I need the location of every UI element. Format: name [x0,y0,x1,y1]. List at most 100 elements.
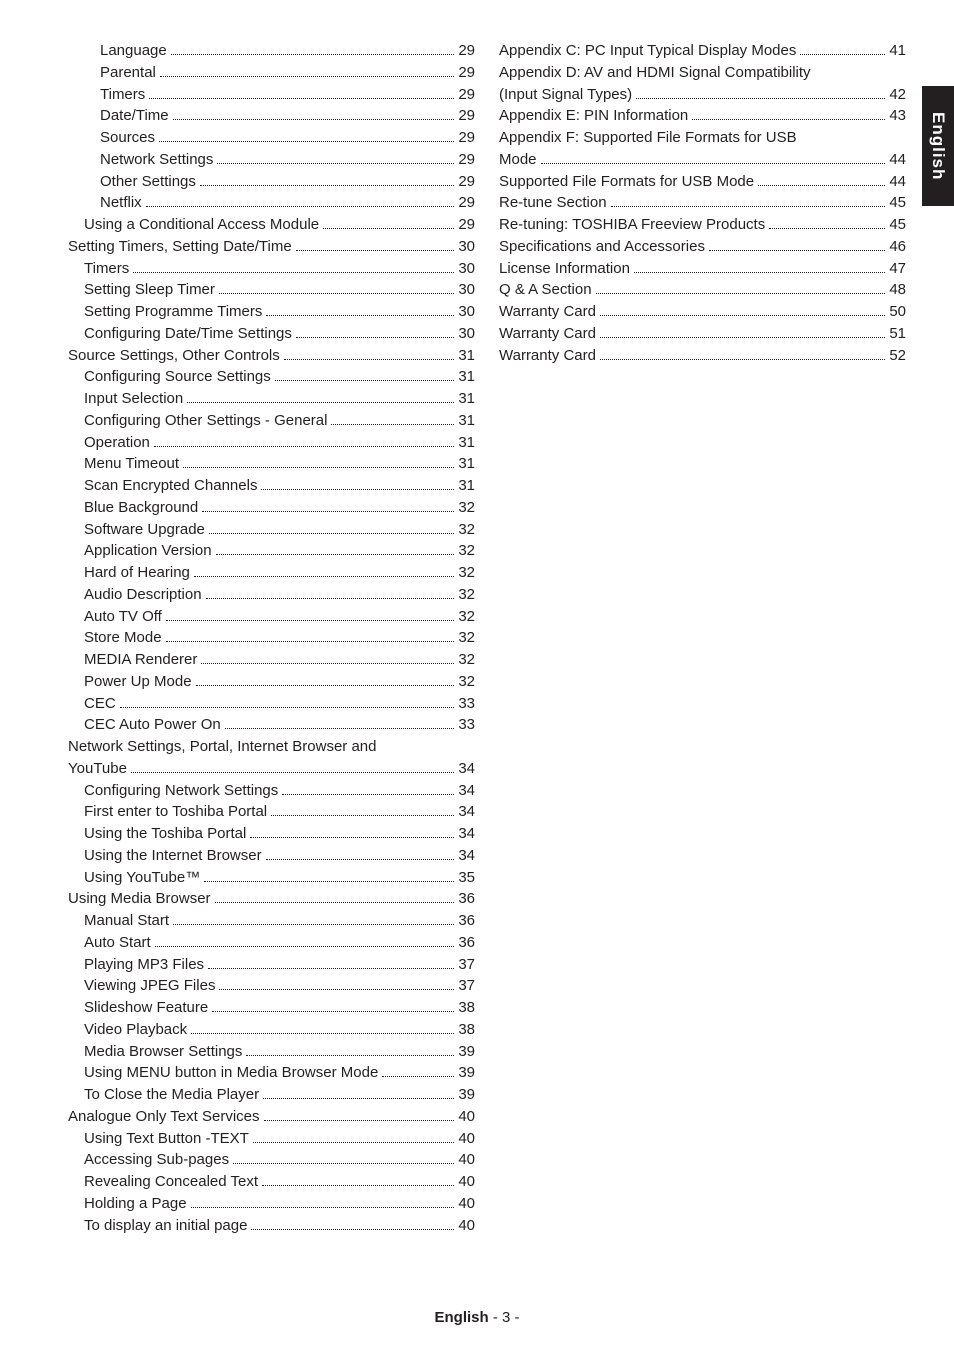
toc-leader-dots [600,315,885,316]
toc-entry: Q & A Section48 [499,279,906,301]
toc-label: To Close the Media Player [84,1084,259,1106]
toc-page-number: 41 [889,40,906,62]
toc-leader-dots [266,315,454,316]
toc-leader-dots [692,119,885,120]
toc-page-number: 36 [458,888,475,910]
toc-entry: Configuring Source Settings31 [68,366,475,388]
toc-entry: Scan Encrypted Channels 31 [68,475,475,497]
toc-left-column: Language29Parental29Timers29Date/Time29S… [68,40,475,1236]
toc-leader-dots [149,98,454,99]
toc-page-number: 29 [458,105,475,127]
toc-label: Accessing Sub-pages [84,1149,229,1171]
toc-label: Media Browser Settings [84,1041,242,1063]
toc-entry: Revealing Concealed Text40 [68,1171,475,1193]
toc-label: CEC Auto Power On [84,714,221,736]
toc-entry: Menu Timeout31 [68,453,475,475]
toc-entry: Using a Conditional Access Module29 [68,214,475,236]
toc-entry: Configuring Date/Time Settings 30 [68,323,475,345]
toc-leader-dots [202,511,454,512]
toc-label: Analogue Only Text Services [68,1106,260,1128]
toc-page-number: 30 [458,258,475,280]
toc-entry: Viewing JPEG Files37 [68,975,475,997]
toc-entry: Warranty Card50 [499,301,906,323]
toc-label: Network Settings, Portal, Internet Brows… [68,736,376,758]
toc-label: Video Playback [84,1019,187,1041]
toc-entry: Application Version32 [68,540,475,562]
toc-entry: Holding a Page40 [68,1193,475,1215]
toc-leader-dots [611,206,886,207]
toc-label: Slideshow Feature [84,997,208,1019]
toc-page-number: 44 [889,149,906,171]
toc-label: Supported File Formats for USB Mode [499,171,754,193]
toc-entry: License Information47 [499,258,906,280]
toc-entry: Timers29 [68,84,475,106]
toc-entry: Setting Sleep Timer30 [68,279,475,301]
toc-entry: Date/Time29 [68,105,475,127]
toc-label: Appendix F: Supported File Formats for U… [499,127,797,149]
toc-page-number: 40 [458,1128,475,1150]
toc-leader-dots [155,946,455,947]
toc-leader-dots [160,76,454,77]
toc-label: Power Up Mode [84,671,192,693]
toc-entry: Source Settings, Other Controls31 [68,345,475,367]
toc-label: Viewing JPEG Files [84,975,215,997]
toc-label: Holding a Page [84,1193,187,1215]
toc-page-number: 29 [458,192,475,214]
toc-page-number: 34 [458,780,475,802]
toc-entry: Video Playback38 [68,1019,475,1041]
toc-leader-dots [146,206,455,207]
toc-page-number: 35 [458,867,475,889]
toc-leader-dots [250,837,454,838]
toc-page-number: 34 [458,845,475,867]
toc-label: Source Settings, Other Controls [68,345,280,367]
toc-label: Auto Start [84,932,151,954]
toc-entry: Parental29 [68,62,475,84]
toc-entry: Netflix29 [68,192,475,214]
toc-label: MEDIA Renderer [84,649,197,671]
toc-entry: Using Media Browser36 [68,888,475,910]
toc-leader-dots [159,141,454,142]
toc-label: To display an initial page [84,1215,247,1237]
toc-entry: Supported File Formats for USB Mode44 [499,171,906,193]
toc-page-number: 45 [889,214,906,236]
toc-page-number: 34 [458,823,475,845]
toc-leader-dots [261,489,454,490]
toc-entry: Sources29 [68,127,475,149]
toc-entry: Re-tune Section45 [499,192,906,214]
toc-page-number: 52 [889,345,906,367]
toc-page-number: 40 [458,1149,475,1171]
toc-page-number: 32 [458,627,475,649]
toc-leader-dots [191,1033,454,1034]
toc-page-number: 39 [458,1062,475,1084]
toc-leader-dots [246,1055,454,1056]
toc-entry: Network Settings29 [68,149,475,171]
toc-page-number: 39 [458,1041,475,1063]
toc-page-number: 51 [889,323,906,345]
toc-page-number: 31 [458,366,475,388]
toc-page-number: 34 [458,801,475,823]
toc-label: Setting Programme Timers [84,301,262,323]
toc-leader-dots [212,1011,454,1012]
toc-entry: Media Browser Settings 39 [68,1041,475,1063]
toc-leader-dots [219,293,454,294]
toc-page-number: 32 [458,606,475,628]
toc-page-number: 29 [458,62,475,84]
toc-leader-dots [758,185,885,186]
toc-label: Configuring Date/Time Settings [84,323,292,345]
toc-entry: Network Settings, Portal, Internet Brows… [68,736,475,758]
toc-entry: Configuring Other Settings - General31 [68,410,475,432]
toc-label: Using the Toshiba Portal [84,823,246,845]
toc-leader-dots [636,98,885,99]
toc-entry: Timers30 [68,258,475,280]
page: Language29Parental29Timers29Date/Time29S… [0,0,954,1354]
toc-leader-dots [183,467,454,468]
toc-entry: Appendix E: PIN Information 43 [499,105,906,127]
toc-page-number: 30 [458,323,475,345]
toc-label: Operation [84,432,150,454]
toc-page-number: 48 [889,279,906,301]
toc-label: Menu Timeout [84,453,179,475]
toc-label: Specifications and Accessories [499,236,705,258]
toc-leader-dots [253,1142,455,1143]
toc-entry: Specifications and Accessories46 [499,236,906,258]
toc-leader-dots [331,424,454,425]
